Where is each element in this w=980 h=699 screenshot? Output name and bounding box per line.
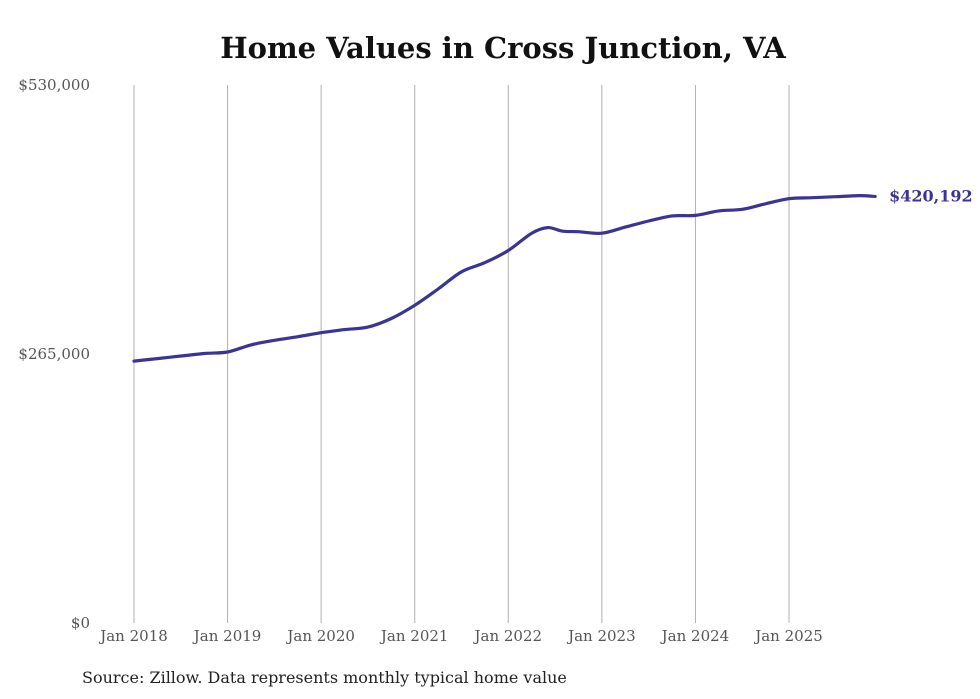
x-tick-label: Jan 2022 (473, 627, 543, 645)
x-tick-label: Jan 2023 (566, 627, 636, 645)
y-tick-label: $265,000 (18, 345, 90, 363)
x-tick-label: Jan 2025 (753, 627, 823, 645)
x-axis-ticks: Jan 2018 Jan 2019 Jan 2020 Jan 2021 Jan 2022… (98, 627, 823, 645)
x-tick-label: Jan 2021 (379, 627, 449, 645)
x-tick-label: Jan 2019 (192, 627, 262, 645)
x-tick-label: Jan 2018 (98, 627, 168, 645)
y-axis-ticks: $0 $265,000 $530,000 (18, 76, 90, 632)
source-note: Source: Zillow. Data represents monthly … (82, 668, 567, 687)
y-tick-label: $0 (71, 614, 90, 632)
end-value-label: $420,192 (889, 187, 973, 206)
x-tick-label: Jan 2020 (285, 627, 355, 645)
y-tick-label: $530,000 (18, 76, 90, 94)
chart-title: Home Values in Cross Junction, VA (220, 31, 786, 65)
series-layer (132, 194, 877, 363)
grid-lines (133, 85, 790, 623)
series-line-0 (132, 194, 877, 363)
x-tick-label: Jan 2024 (660, 627, 730, 645)
